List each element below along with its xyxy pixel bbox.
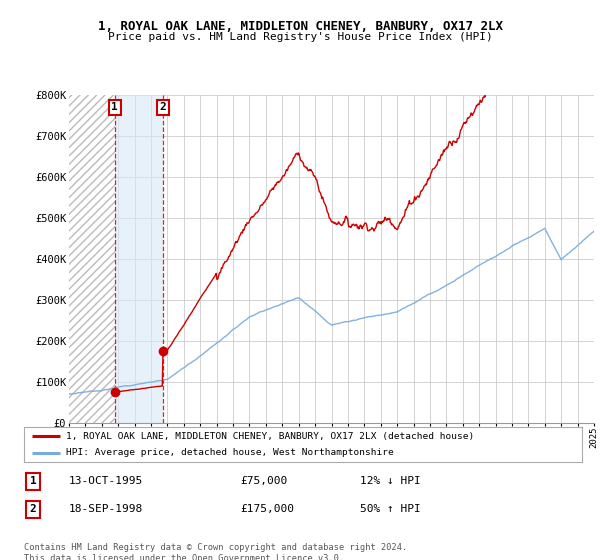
Text: 2: 2: [29, 505, 37, 514]
Text: 1: 1: [29, 477, 37, 486]
Text: 12% ↓ HPI: 12% ↓ HPI: [360, 477, 421, 486]
Text: 50% ↑ HPI: 50% ↑ HPI: [360, 505, 421, 514]
Text: 1, ROYAL OAK LANE, MIDDLETON CHENEY, BANBURY, OX17 2LX (detached house): 1, ROYAL OAK LANE, MIDDLETON CHENEY, BAN…: [66, 432, 474, 441]
Text: 2: 2: [160, 102, 166, 113]
Text: Price paid vs. HM Land Registry's House Price Index (HPI): Price paid vs. HM Land Registry's House …: [107, 32, 493, 42]
Text: 1, ROYAL OAK LANE, MIDDLETON CHENEY, BANBURY, OX17 2LX: 1, ROYAL OAK LANE, MIDDLETON CHENEY, BAN…: [97, 20, 503, 32]
Text: £175,000: £175,000: [240, 505, 294, 514]
Text: £75,000: £75,000: [240, 477, 287, 486]
Text: Contains HM Land Registry data © Crown copyright and database right 2024.
This d: Contains HM Land Registry data © Crown c…: [24, 543, 407, 560]
Bar: [69, 95, 115, 423]
Text: 1: 1: [112, 102, 118, 113]
Text: HPI: Average price, detached house, West Northamptonshire: HPI: Average price, detached house, West…: [66, 449, 394, 458]
Bar: [115, 95, 163, 423]
Text: 13-OCT-1995: 13-OCT-1995: [69, 477, 143, 486]
Text: 18-SEP-1998: 18-SEP-1998: [69, 505, 143, 514]
